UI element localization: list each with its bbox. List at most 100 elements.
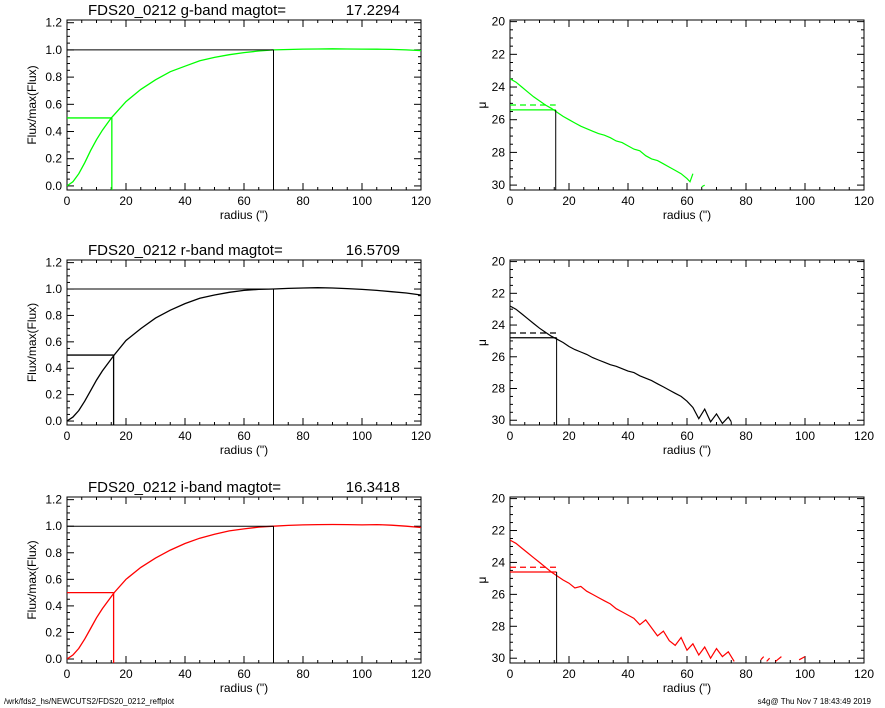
sb-profile-fragment [766,657,771,662]
x-tick-label: 20 [119,194,133,208]
panel-5: 0 20 40 60 80 100 120 0.0 0.2 0.4 0.6 0.8 1.0 1.2 radi… [25,479,431,695]
panel-1: 0 20 40 60 80 100 120 0.0 0.2 0.4 0.6 0.8 1.0 1.2 radi… [25,2,431,222]
x-tick-label: 80 [739,194,753,208]
panel-2: 0 20 40 60 80 100 120 20 22 24 26 28 30 radius (") μ [475,15,874,222]
footer-timestamp: s4g@ Thu Nov 7 18:43:49 2019 [757,697,871,706]
y-tick-label: 28 [492,145,506,159]
y-tick-label: 0.0 [45,179,62,193]
x-tick-label: 20 [119,667,133,681]
growth-curve [67,48,421,187]
x-tick-label: 100 [352,194,372,208]
x-tick-label: 20 [562,194,576,208]
panel-3: 0 20 40 60 80 100 120 0.0 0.2 0.4 0.6 0.8 1.0 1.2 radi… [25,242,431,457]
x-tick-label: 0 [507,667,514,681]
y-axis-label: Flux/max(Flux) [25,303,39,382]
plot-area [510,539,806,663]
x-tick-label: 100 [795,667,815,681]
plot-area [510,78,705,190]
y-tick-label: 0.6 [45,335,62,349]
chart-title: FDS20_0212 r-band magtot= [88,242,283,259]
x-tick-label: 20 [562,667,576,681]
y-tick-label: 0.8 [45,70,62,84]
x-tick-label: 40 [621,429,635,443]
y-tick-label: 0.4 [45,125,62,139]
x-axis-label: radius (") [663,208,711,222]
x-tick-label: 0 [64,667,71,681]
x-tick-label: 40 [178,667,192,681]
x-tick-label: 0 [507,194,514,208]
y-tick-label: 28 [492,619,506,633]
y-tick-label: 0.8 [45,546,62,560]
x-tick-label: 0 [64,429,71,443]
sb-profile [510,78,694,183]
x-tick-label: 20 [119,429,133,443]
plot-frame [66,496,422,664]
x-tick-label: 60 [237,194,251,208]
y-tick-label: 24 [492,80,506,94]
y-tick-label: 28 [492,382,506,396]
x-tick-label: 100 [795,194,815,208]
x-tick-label: 120 [411,194,431,208]
y-tick-label: 26 [492,350,506,364]
x-tick-label: 80 [296,194,310,208]
y-tick-label: 20 [492,15,506,29]
growth-curve [67,523,421,660]
y-tick-label: 22 [492,524,506,538]
y-tick-label: 0.2 [45,625,62,639]
x-axis-label: radius (") [220,208,268,222]
y-tick-label: 0.4 [45,599,62,613]
y-axis-label: μ [475,101,489,108]
plot-frame [66,19,422,191]
x-tick-label: 80 [739,429,753,443]
x-tick-label: 60 [680,194,694,208]
chart-title: FDS20_0212 g-band magtot= [88,2,286,19]
plot-frame [66,259,422,426]
x-axis-label: radius (") [220,443,268,457]
footer-file-path: /wrk/fds2_hs/NEWCUTS2/FDS20_0212_reffplo… [4,697,175,706]
x-tick-label: 60 [680,667,694,681]
sb-profile-fragment [760,656,765,661]
y-tick-label: 0.0 [45,414,62,428]
y-tick-label: 1.2 [45,256,62,270]
y-tick-label: 22 [492,286,506,300]
y-axis-label: Flux/max(Flux) [25,65,39,144]
growth-curve [67,287,421,422]
y-tick-label: 0.6 [45,97,62,111]
x-tick-label: 60 [237,429,251,443]
x-axis-label: radius (") [663,681,711,695]
magtot-value: 17.2294 [346,2,400,19]
y-tick-label: 0.4 [45,361,62,375]
y-tick-label: 1.0 [45,43,62,57]
y-tick-label: 20 [492,492,506,506]
plot-area [67,287,421,425]
y-tick-label: 26 [492,113,506,127]
x-tick-label: 40 [621,194,635,208]
x-tick-label: 0 [507,429,514,443]
y-tick-label: 1.2 [45,493,62,507]
y-tick-label: 24 [492,555,506,569]
y-tick-label: 30 [492,413,506,427]
y-tick-label: 30 [492,178,506,192]
x-tick-label: 80 [296,429,310,443]
x-tick-label: 120 [854,667,874,681]
x-tick-label: 120 [411,429,431,443]
y-tick-label: 0.2 [45,388,62,402]
y-tick-label: 20 [492,255,506,269]
x-tick-label: 120 [411,667,431,681]
magtot-value: 16.3418 [346,479,400,496]
y-tick-label: 1.2 [45,16,62,30]
y-tick-label: 30 [492,651,506,665]
x-tick-label: 100 [795,429,815,443]
y-axis-label: μ [475,576,489,583]
x-tick-label: 60 [680,429,694,443]
plot-area [67,523,421,663]
panel-4: 0 20 40 60 80 100 120 20 22 24 26 28 30 radius (") μ [475,255,874,457]
sb-profile-fragment [775,656,782,662]
x-tick-label: 120 [854,194,874,208]
y-tick-label: 22 [492,47,506,61]
plot-area [67,48,421,190]
y-tick-label: 1.0 [45,519,62,533]
y-tick-label: 1.0 [45,282,62,296]
x-tick-label: 20 [562,429,576,443]
